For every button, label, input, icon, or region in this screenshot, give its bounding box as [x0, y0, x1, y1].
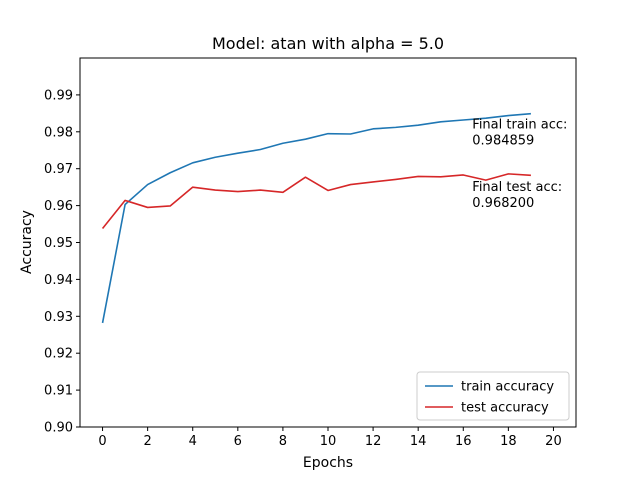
- legend-label: test accuracy: [461, 401, 549, 416]
- annotation-text: Final test acc:: [472, 180, 562, 195]
- x-tick-label: 10: [320, 434, 337, 449]
- plot-area: 0 2 4 6 8 10 12 14 16 18 20 0.90 0.91 0.92 0.93 0.94 0.9…: [44, 57, 577, 449]
- x-axis-label: Epochs: [303, 455, 353, 471]
- y-tick-label: 0.92: [44, 347, 73, 362]
- legend-box: [416, 371, 570, 421]
- y-tick-label: 0.93: [44, 310, 73, 325]
- annotation-text: 0.984859: [472, 133, 534, 148]
- y-tick-label: 0.98: [44, 125, 73, 140]
- series-line-train-accuracy: [101, 112, 531, 324]
- y-tick-label: 0.91: [44, 384, 73, 399]
- x-tick-label: 8: [279, 434, 287, 449]
- y-tick-label: 0.99: [44, 88, 73, 103]
- series-line-test-accuracy: [101, 173, 531, 229]
- annotation-text: Final train acc:: [472, 117, 567, 132]
- x-tick-label: 14: [410, 434, 427, 449]
- x-tick-label: 18: [500, 434, 517, 449]
- x-tick-label: 0: [98, 434, 106, 449]
- x-tick-label: 16: [455, 434, 472, 449]
- y-tick-label: 0.94: [44, 273, 73, 288]
- y-tick-label: 0.90: [44, 421, 73, 436]
- x-tick-label: 12: [365, 434, 382, 449]
- y-tick-label: 0.95: [44, 236, 73, 251]
- x-tick-label: 6: [234, 434, 242, 449]
- annotation-text: 0.968200: [472, 196, 534, 211]
- chart-title: Model: atan with alpha = 5.0: [212, 34, 444, 53]
- y-axis-label: Accuracy: [19, 210, 35, 274]
- y-tick-label: 0.96: [44, 199, 73, 214]
- y-tick-label: 0.97: [44, 162, 73, 177]
- legend-label: train accuracy: [461, 380, 554, 395]
- x-tick-label: 4: [189, 434, 197, 449]
- x-tick-label: 2: [143, 434, 151, 449]
- x-tick-label: 20: [545, 434, 562, 449]
